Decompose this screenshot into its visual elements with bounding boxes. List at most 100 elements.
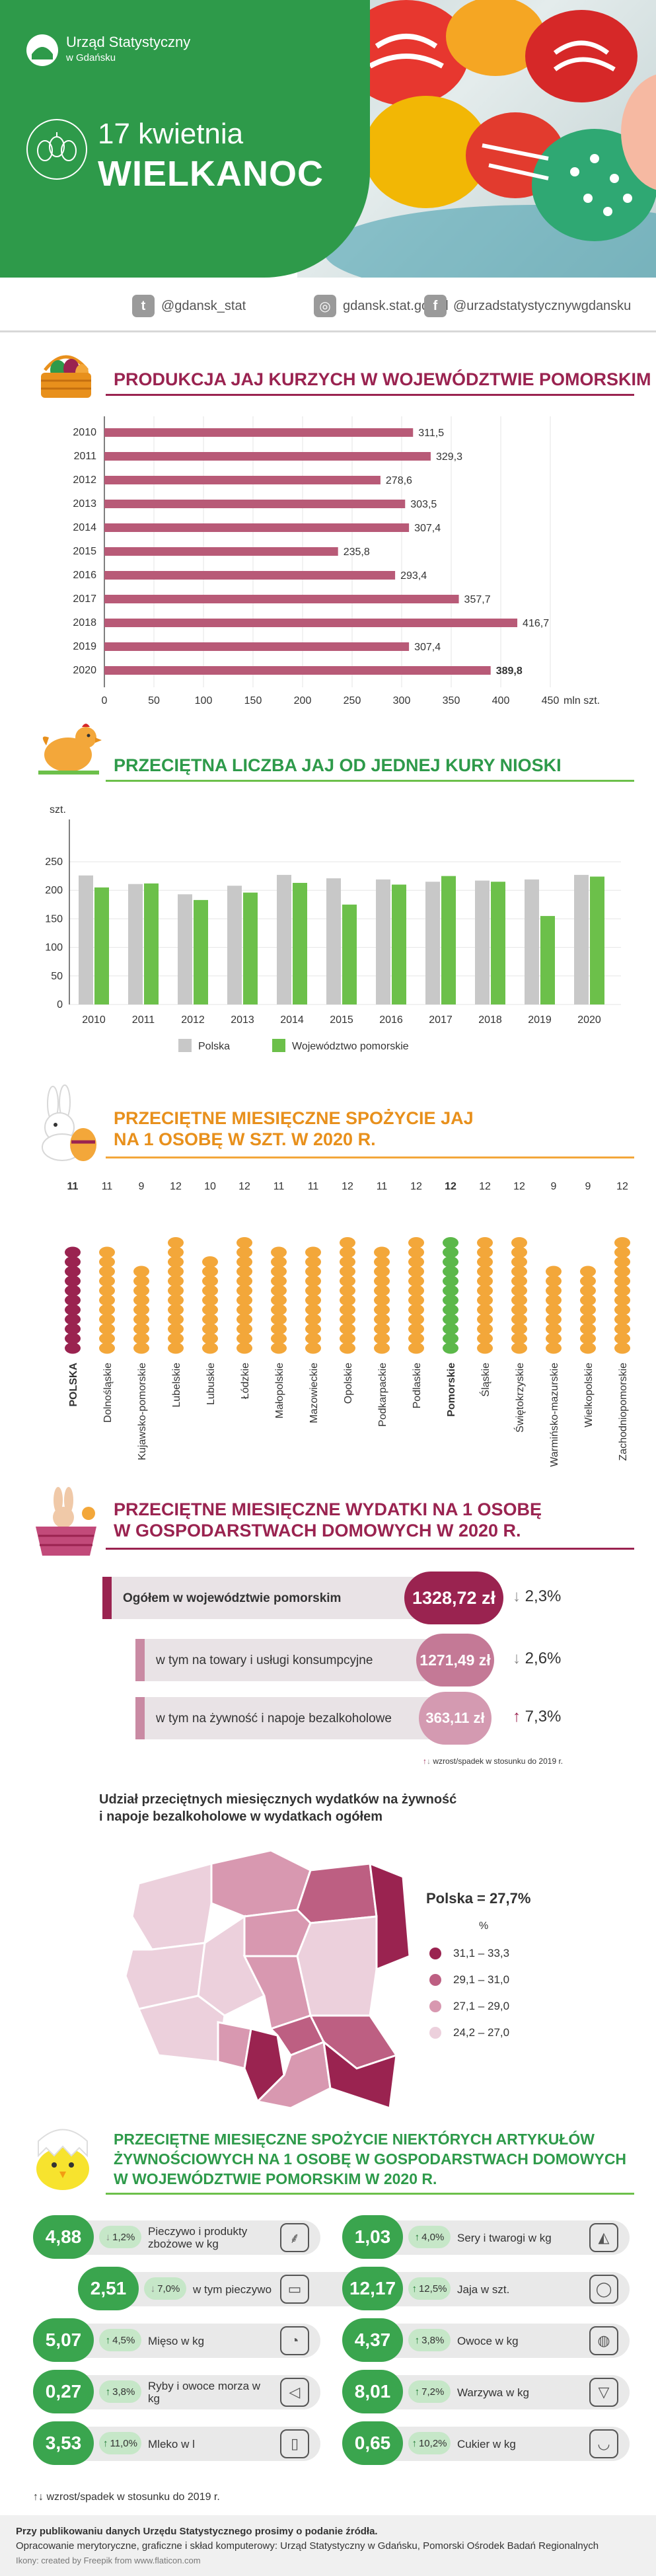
egg-dot <box>202 1342 218 1354</box>
x-tick-label: 2010 <box>82 1014 106 1026</box>
legend-label: 27,1 – 29,0 <box>453 2000 510 2012</box>
region-podlaskie <box>369 1862 411 1971</box>
egg-dot <box>65 1333 81 1344</box>
social-facebook[interactable]: f @urzadstatystycznywgdansku <box>424 291 631 321</box>
egg-dot <box>202 1323 218 1335</box>
bunny-icon <box>25 1084 104 1163</box>
cheese-icon: ◭ <box>589 2223 618 2252</box>
food-label: Owoce w kg <box>457 2334 519 2347</box>
bar-polska <box>178 894 192 1004</box>
section-underline <box>106 780 634 782</box>
egg-dot <box>133 1295 149 1306</box>
egg-dot <box>271 1285 287 1297</box>
arrow-up-icon: ↑ <box>513 1708 521 1725</box>
egg-dot <box>271 1323 287 1335</box>
expense-label: w tym na żywność i napoje bezalkoholowe <box>156 1712 392 1725</box>
arrow-down-icon: ↓ <box>105 2231 111 2243</box>
egg-dot <box>65 1304 81 1316</box>
egg-dot <box>340 1295 355 1306</box>
region-label: Śląskie <box>479 1363 492 1397</box>
category-label: 2020 <box>73 665 96 676</box>
egg-dot <box>614 1275 630 1287</box>
chart-egg-consumption: 11 POLSKA 11 Dolnośląskie 9 Kujawsko-pomorski… <box>65 1181 630 1467</box>
egg-dot <box>340 1333 355 1344</box>
egg-dot <box>133 1333 149 1344</box>
value-label: 10 <box>204 1181 216 1192</box>
egg-dot <box>443 1275 458 1287</box>
egg-dot <box>408 1275 424 1287</box>
egg-dot <box>546 1342 562 1354</box>
egg-dot <box>168 1295 184 1306</box>
egg-dot <box>65 1314 81 1325</box>
legend-label: 24,2 – 27,0 <box>453 2026 510 2039</box>
bread-icon: ▭ <box>280 2275 309 2304</box>
bar-polska <box>574 874 589 1004</box>
category-label: 2017 <box>73 593 96 605</box>
x-tick-label: 300 <box>393 695 411 706</box>
expense-row-food <box>135 1697 446 1739</box>
section-title-expenses: PRZECIĘTNE MIESIĘCZNE WYDATKI NA 1 OSOBĘ… <box>114 1499 542 1540</box>
egg-dot <box>511 1237 527 1248</box>
bar-polska <box>79 875 93 1004</box>
food-item: 0,27 ↑ 3,8% Ryby i owoce morza w kg ◁ <box>33 2370 320 2413</box>
region-label: Warmińsko-mazurskie <box>549 1363 560 1467</box>
legend-label: Województwo pomorskie <box>292 1041 409 1052</box>
egg-dot <box>271 1246 287 1258</box>
social-web[interactable]: ◎ gdansk.stat.gov.pl <box>314 291 449 321</box>
egg-dot <box>408 1256 424 1268</box>
egg-dot <box>65 1266 81 1277</box>
bar-value-label: 357,7 <box>464 594 491 605</box>
food-change: ↑ 10,2% <box>408 2432 451 2454</box>
egg-dot <box>340 1237 355 1248</box>
category-label: 2019 <box>73 641 96 652</box>
egg-dot <box>374 1323 390 1335</box>
egg-dot <box>408 1314 424 1325</box>
egg-dot <box>168 1285 184 1297</box>
legend-label: 29,1 – 31,0 <box>453 1973 510 1986</box>
bar-pomorskie <box>194 899 208 1004</box>
poland-average: Polska = 27,7% <box>426 1890 531 1907</box>
legend-swatch <box>429 2000 441 2012</box>
food-value: 5,07 <box>33 2318 94 2362</box>
egg-dot <box>477 1266 493 1277</box>
egg-dot <box>202 1256 218 1268</box>
food-label: Mięso w kg <box>148 2334 205 2347</box>
food-label: w tym pieczywo <box>193 2283 272 2296</box>
food-change: ↑ 3,8% <box>408 2329 451 2351</box>
x-tick-label: 200 <box>294 695 312 706</box>
egg-dot <box>340 1256 355 1268</box>
arrow-down-icon: ↓ <box>38 2491 44 2503</box>
x-tick-label: 0 <box>102 695 108 706</box>
region-label: Pomorskie <box>446 1363 457 1417</box>
egg-dot <box>443 1256 458 1268</box>
egg-dot <box>511 1285 527 1297</box>
food-item: 4,88 ↓ 1,2% Pieczywo i produkty zbożowe w k… <box>33 2215 320 2259</box>
egg-dot <box>237 1275 252 1287</box>
egg-dot <box>511 1266 527 1277</box>
bar-value-label: 329,3 <box>436 451 462 463</box>
egg-dot <box>546 1333 562 1344</box>
x-tick-label: 50 <box>148 695 160 706</box>
milk-icon: ▯ <box>280 2429 309 2458</box>
egg-dot <box>340 1285 355 1297</box>
egg-dot <box>271 1256 287 1268</box>
region-label: Lubuskie <box>205 1363 217 1405</box>
egg-dot <box>511 1295 527 1306</box>
x-tick-label: 2011 <box>132 1014 155 1026</box>
value-label: 11 <box>308 1181 319 1192</box>
change-note: ↑↓ wzrost/spadek w stosunku do 2019 r. <box>423 1757 564 1766</box>
egg-dot <box>443 1246 458 1258</box>
region-label: Lubelskie <box>171 1363 182 1408</box>
social-twitter[interactable]: t @gdansk_stat <box>132 291 246 321</box>
food-change: ↓ 7,0% <box>144 2277 186 2300</box>
egg-dot <box>237 1237 252 1248</box>
office-name: Urząd Statystyczny w Gdańsku <box>66 34 191 64</box>
fish-icon: ◁ <box>280 2378 309 2407</box>
y-tick-label: 0 <box>57 999 63 1010</box>
region-mazowieckie <box>296 1915 378 2017</box>
bar-pomorskie <box>441 876 456 1004</box>
section-title-food-consumption: PRZECIĘTNE MIESIĘCZNE SPOŻYCIE NIEKTÓRYC… <box>114 2131 627 2187</box>
bar <box>104 595 459 603</box>
value-label: 12 <box>479 1181 491 1192</box>
bar-pomorskie <box>243 892 258 1004</box>
